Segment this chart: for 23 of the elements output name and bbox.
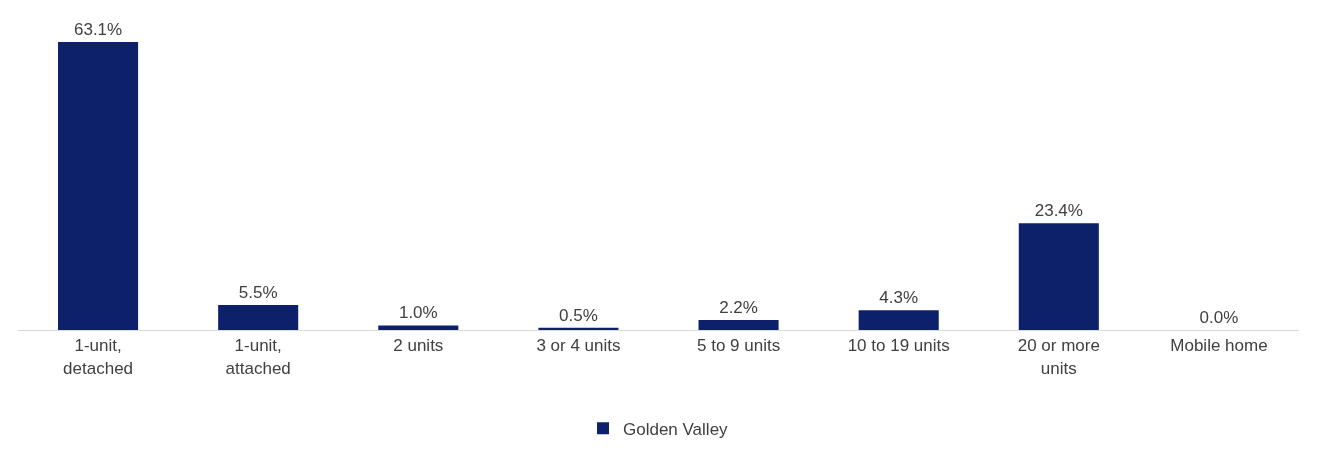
legend-label: Golden Valley [623, 419, 729, 439]
data-label: 4.3% [879, 288, 919, 308]
data-label: 0.0% [1199, 308, 1239, 327]
x-tick-label: 20 or more units [1017, 336, 1100, 378]
x-tick-label: 5 to 9 units [696, 336, 781, 356]
bar [378, 325, 459, 330]
data-label: 23.4% [1034, 201, 1083, 221]
data-label: 1.0% [398, 303, 438, 323]
x-tick-label: 10 to 19 units [847, 336, 950, 356]
x-tick-label: 3 or 4 units [536, 336, 621, 356]
data-label: 5.5% [238, 282, 278, 302]
data-label: 2.2% [719, 297, 758, 317]
bar [1018, 223, 1099, 330]
bar [58, 42, 139, 330]
bar [698, 319, 779, 330]
bar [218, 304, 299, 330]
bar [858, 310, 939, 330]
data-label: 0.5% [559, 305, 598, 325]
x-tick-label: 1-unit, detached [63, 336, 134, 378]
x-tick-label: Mobile home [1170, 336, 1268, 356]
x-tick-label: 2 units [393, 336, 444, 356]
data-label: 63.1% [73, 20, 123, 39]
x-tick-label: 1-unit, attached [225, 336, 291, 378]
